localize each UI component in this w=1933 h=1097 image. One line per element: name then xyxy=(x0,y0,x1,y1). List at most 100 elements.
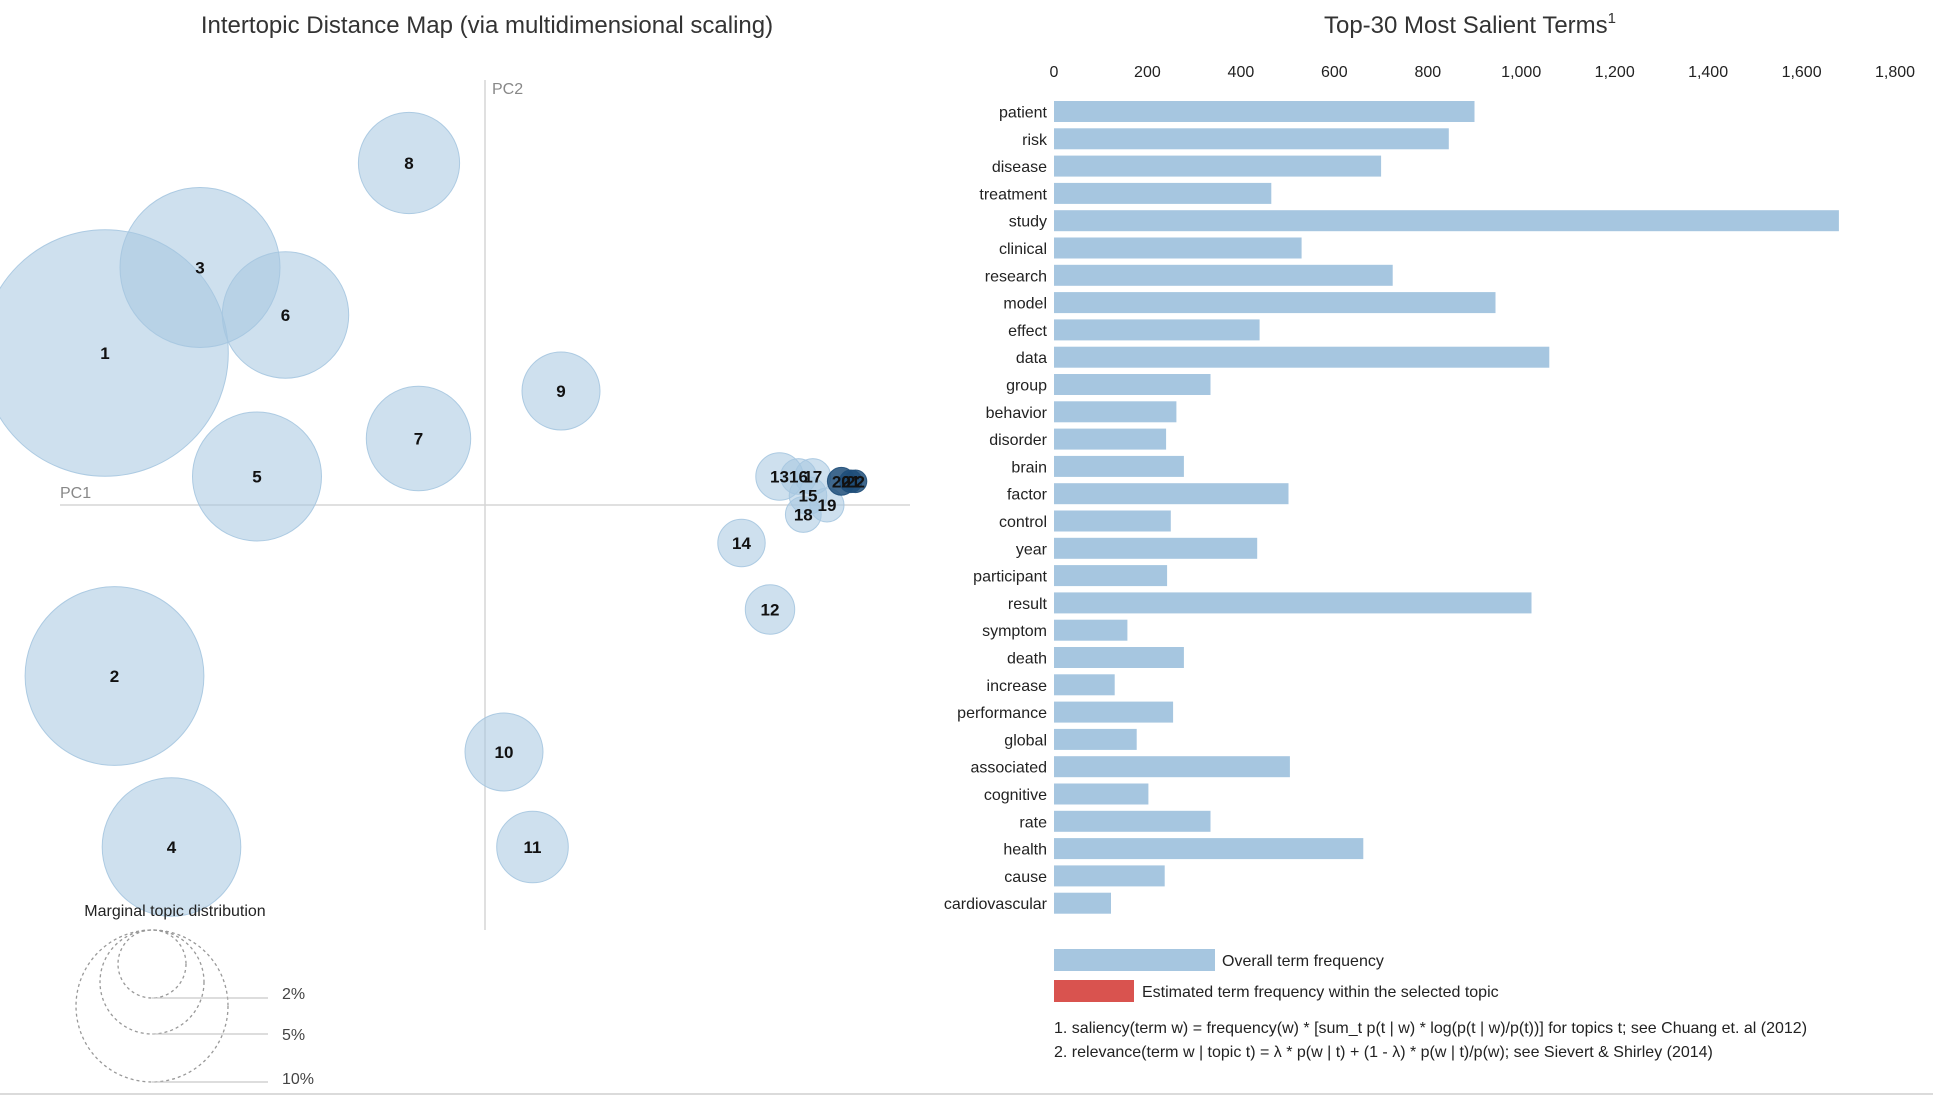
topic-label-7: 7 xyxy=(414,430,423,449)
term-bar-death[interactable] xyxy=(1054,647,1184,668)
term-label-group[interactable]: group xyxy=(1006,378,1047,395)
term-bar-disorder[interactable] xyxy=(1054,428,1167,450)
term-bar-cardiovascular[interactable] xyxy=(1054,892,1111,914)
term-bar-control[interactable] xyxy=(1054,510,1171,532)
term-label-cause[interactable]: cause xyxy=(1004,869,1047,886)
saliency-note: 1. saliency(term w) = frequency(w) * [su… xyxy=(1054,1020,1807,1037)
topic-label-12: 12 xyxy=(761,601,780,620)
tick-label: 800 xyxy=(1414,64,1441,81)
term-bar-study[interactable] xyxy=(1054,210,1839,232)
topic-circle-22[interactable] xyxy=(843,469,868,494)
topic-circles-group[interactable] xyxy=(0,111,868,917)
term-bar-increase[interactable] xyxy=(1054,674,1115,696)
pc2-axis-label: PC2 xyxy=(492,81,523,98)
term-label-increase[interactable]: increase xyxy=(987,678,1048,695)
term-bar-global[interactable] xyxy=(1054,728,1137,750)
term-bar-symptom[interactable] xyxy=(1054,619,1128,641)
topic-label-2: 2 xyxy=(110,667,119,686)
topic-circle-12[interactable] xyxy=(744,584,796,635)
term-bar-risk[interactable] xyxy=(1054,128,1449,150)
term-label-performance[interactable]: performance xyxy=(957,705,1047,722)
term-label-clinical[interactable]: clinical xyxy=(999,241,1047,258)
term-label-behavior[interactable]: behavior xyxy=(986,405,1048,422)
topic-label-10: 10 xyxy=(495,743,514,762)
term-label-risk[interactable]: risk xyxy=(1022,132,1048,149)
term-bar-result[interactable] xyxy=(1054,592,1532,614)
term-label-model[interactable]: model xyxy=(1003,296,1047,313)
term-bar-performance[interactable] xyxy=(1054,701,1174,723)
term-label-health[interactable]: health xyxy=(1003,842,1047,859)
tick-label: 1,800 xyxy=(1875,64,1915,81)
term-bar-rate[interactable] xyxy=(1054,810,1211,832)
topic-circle-5[interactable] xyxy=(192,411,322,542)
term-bar-year[interactable] xyxy=(1054,537,1258,559)
term-bar-cognitive[interactable] xyxy=(1054,783,1149,805)
pc1-axis-label: PC1 xyxy=(60,485,91,502)
term-bar-health[interactable] xyxy=(1054,838,1364,860)
topic-label-6: 6 xyxy=(281,306,290,325)
distribution-label-5pct: 5% xyxy=(282,1027,305,1044)
distribution-circle-5pct xyxy=(99,929,205,1035)
term-bar-research[interactable] xyxy=(1054,264,1393,286)
topic-circle-11[interactable] xyxy=(496,810,569,884)
legend-overall-swatch xyxy=(1054,949,1215,971)
term-bar-behavior[interactable] xyxy=(1054,401,1177,423)
topic-label-20: 20 xyxy=(832,472,851,491)
topic-circle-6[interactable] xyxy=(221,251,350,379)
term-label-study[interactable]: study xyxy=(1009,214,1047,231)
term-bar-group[interactable] xyxy=(1054,374,1211,395)
term-bar-brain[interactable] xyxy=(1054,455,1184,477)
term-bar-disease[interactable] xyxy=(1054,155,1382,177)
tick-label: 1,200 xyxy=(1595,64,1635,81)
term-label-year[interactable]: year xyxy=(1016,541,1048,558)
topic-label-15: 15 xyxy=(799,487,818,506)
tick-label: 0 xyxy=(1050,64,1059,81)
term-bar-data[interactable] xyxy=(1054,346,1550,368)
term-bar-effect[interactable] xyxy=(1054,319,1260,341)
term-label-disorder[interactable]: disorder xyxy=(989,432,1047,449)
topic-circle-7[interactable] xyxy=(365,385,472,492)
term-bar-clinical[interactable] xyxy=(1054,237,1302,259)
topic-circle-4[interactable] xyxy=(101,777,242,917)
relevance-note: 2. relevance(term w | topic t) = λ * p(w… xyxy=(1054,1044,1713,1061)
topic-circle-10[interactable] xyxy=(464,712,544,792)
term-bar-patient[interactable] xyxy=(1054,101,1475,122)
term-bar-participant[interactable] xyxy=(1054,565,1168,587)
tick-label: 600 xyxy=(1321,64,1348,81)
term-label-treatment[interactable]: treatment xyxy=(979,186,1047,203)
term-bar-associated[interactable] xyxy=(1054,756,1290,778)
term-bar-treatment[interactable] xyxy=(1054,182,1272,204)
term-label-cognitive[interactable]: cognitive xyxy=(984,787,1047,804)
term-label-research[interactable]: research xyxy=(985,268,1047,285)
term-label-factor[interactable]: factor xyxy=(1007,487,1048,504)
term-label-death[interactable]: death xyxy=(1007,651,1047,668)
term-bar-factor[interactable] xyxy=(1054,483,1289,505)
term-label-cardiovascular[interactable]: cardiovascular xyxy=(944,896,1048,913)
topic-circle-14[interactable] xyxy=(717,518,766,568)
term-label-rate[interactable]: rate xyxy=(1019,814,1047,831)
term-label-participant[interactable]: participant xyxy=(973,569,1047,586)
term-label-data[interactable]: data xyxy=(1016,350,1047,367)
term-label-effect[interactable]: effect xyxy=(1008,323,1047,340)
term-label-result[interactable]: result xyxy=(1008,596,1048,613)
bar-rows[interactable]: patient risk disease treatment study clinical… xyxy=(944,101,1839,914)
topic-label-16: 16 xyxy=(789,468,808,487)
term-label-brain[interactable]: brain xyxy=(1011,459,1047,476)
topic-circle-19[interactable] xyxy=(809,487,845,523)
term-label-symptom[interactable]: symptom xyxy=(982,623,1047,640)
term-label-patient[interactable]: patient xyxy=(999,105,1048,122)
topic-circle-8[interactable] xyxy=(357,111,461,215)
term-bar-cause[interactable] xyxy=(1054,865,1165,887)
distribution-circle-2pct xyxy=(117,929,187,999)
term-label-disease[interactable]: disease xyxy=(992,159,1047,176)
topic-circle-2[interactable] xyxy=(24,586,205,766)
topic-label-19: 19 xyxy=(818,496,837,515)
topic-circle-9[interactable] xyxy=(521,351,601,431)
term-label-control[interactable]: control xyxy=(999,514,1047,531)
term-bar-model[interactable] xyxy=(1054,292,1496,314)
term-label-associated[interactable]: associated xyxy=(971,760,1048,777)
term-label-global[interactable]: global xyxy=(1004,732,1047,749)
topic-label-13: 13 xyxy=(770,468,789,487)
